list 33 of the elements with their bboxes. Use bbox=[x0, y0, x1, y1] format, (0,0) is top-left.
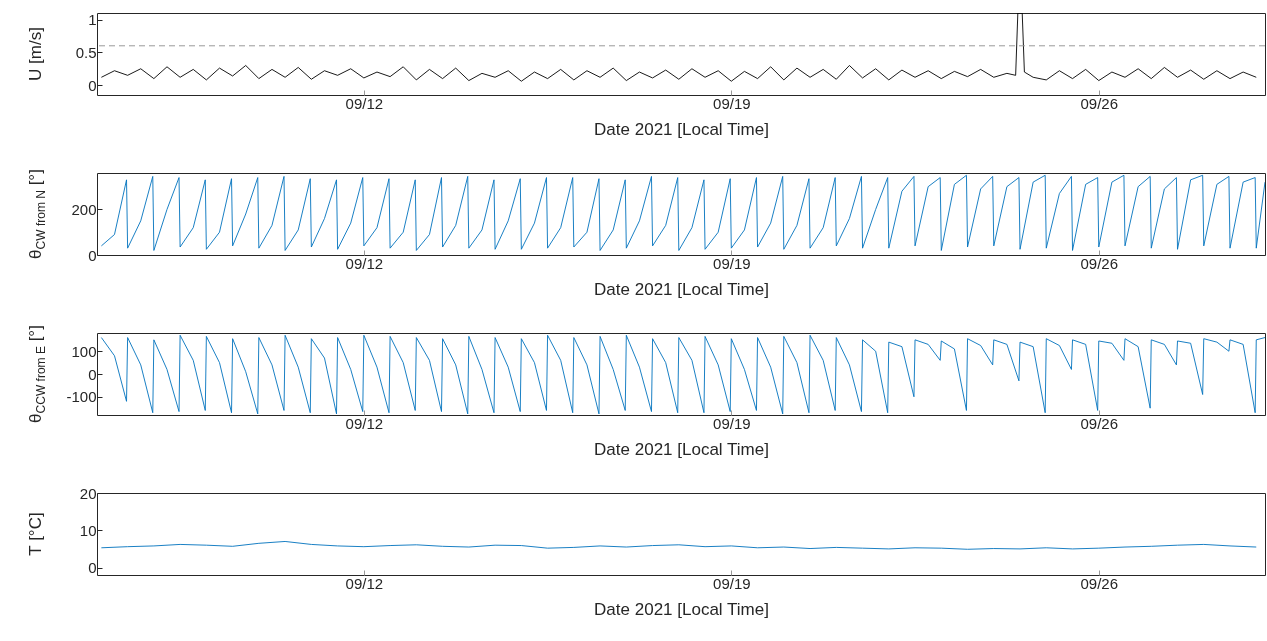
x-axis-title: Date 2021 [Local Time] bbox=[594, 279, 769, 299]
y-tick-label: 1 bbox=[88, 11, 97, 29]
x-tick-label: 09/12 bbox=[345, 574, 384, 592]
line-series bbox=[100, 174, 1265, 251]
y-tick-label: -100 bbox=[66, 388, 97, 406]
y-tick-label: 20 bbox=[79, 484, 97, 502]
x-tick-label: 09/19 bbox=[713, 414, 751, 432]
line-series bbox=[100, 541, 1257, 550]
line-series bbox=[100, 13, 1257, 82]
y-tick-label: 0 bbox=[88, 246, 97, 264]
y-tick-label: 0 bbox=[88, 559, 97, 577]
x-tick-label: 09/26 bbox=[1080, 94, 1119, 112]
y-axis-title: T [°C] bbox=[25, 511, 46, 558]
x-tick-label: 09/12 bbox=[345, 254, 384, 272]
y-axis-title: U [m/s] bbox=[25, 26, 46, 83]
line-series bbox=[100, 334, 1265, 415]
x-tick-label: 09/19 bbox=[713, 94, 751, 112]
x-tick-label: 09/19 bbox=[713, 574, 751, 592]
x-tick-label: 09/12 bbox=[345, 414, 384, 432]
x-tick-label: 09/12 bbox=[345, 94, 384, 112]
y-tick-label: 0 bbox=[88, 76, 97, 94]
y-tick-label: 0.5 bbox=[75, 43, 97, 61]
y-tick-label: 200 bbox=[71, 200, 97, 218]
y-tick-label: 10 bbox=[79, 521, 97, 539]
x-tick-label: 09/19 bbox=[713, 254, 751, 272]
y-tick-label: 100 bbox=[71, 342, 97, 360]
x-tick-label: 09/26 bbox=[1080, 414, 1119, 432]
x-axis-title: Date 2021 [Local Time] bbox=[594, 599, 769, 619]
y-tick-label: 0 bbox=[88, 365, 97, 383]
x-tick-label: 09/26 bbox=[1080, 574, 1119, 592]
x-tick-label: 09/26 bbox=[1080, 254, 1119, 272]
x-axis-title: Date 2021 [Local Time] bbox=[594, 119, 769, 139]
x-axis-title: Date 2021 [Local Time] bbox=[594, 439, 769, 459]
